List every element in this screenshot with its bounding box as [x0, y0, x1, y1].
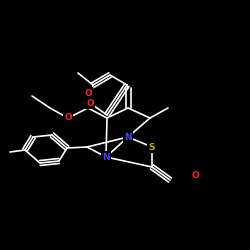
- Text: O: O: [86, 98, 94, 108]
- Text: S: S: [149, 142, 155, 152]
- Text: O: O: [84, 88, 92, 98]
- Text: O: O: [64, 114, 72, 122]
- Text: N: N: [102, 152, 110, 162]
- Text: N: N: [124, 132, 132, 141]
- Text: O: O: [191, 170, 199, 179]
